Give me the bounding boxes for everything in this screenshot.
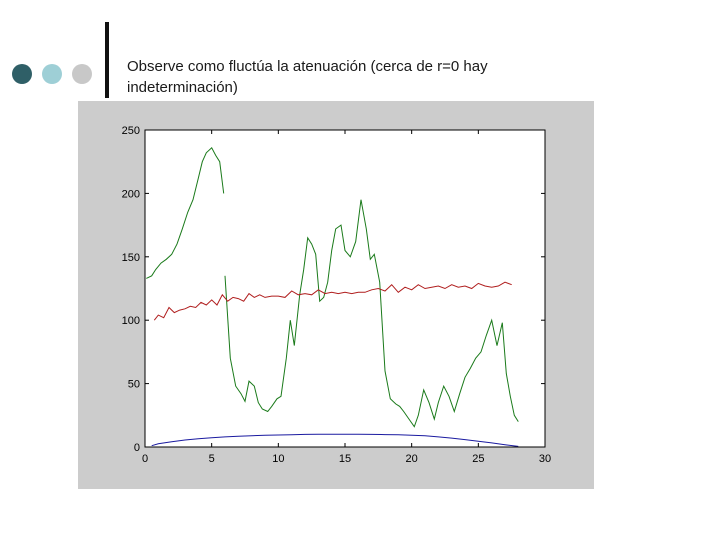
x-tick-label: 15 <box>339 453 351 465</box>
line-chart: 0 5 10 15 20 25 30 0 50 100 150 200 250 <box>78 101 594 489</box>
axes-background <box>145 130 545 447</box>
x-tick-label: 5 <box>209 453 215 465</box>
vertical-divider <box>105 22 109 98</box>
y-tick-label: 50 <box>128 379 140 391</box>
x-tick-label: 30 <box>539 453 551 465</box>
x-tick-label: 25 <box>472 453 484 465</box>
x-tick-label: 0 <box>142 453 148 465</box>
series-layer <box>146 146 519 447</box>
tick-layer: 0 5 10 15 20 25 30 0 50 100 150 200 250 <box>122 125 551 465</box>
bullet-dots <box>12 64 94 86</box>
slide-caption: Observe como fluctúa la atenuación (cerc… <box>127 58 488 96</box>
y-tick-label: 250 <box>122 125 140 137</box>
series-3-line <box>151 433 519 447</box>
x-tick-label: 10 <box>272 453 284 465</box>
x-tick-label: 20 <box>406 453 418 465</box>
bullet-dot-gray <box>72 64 92 84</box>
series-2-line-part-2 <box>153 281 512 321</box>
y-tick-label: 150 <box>122 252 140 264</box>
y-tick-label: 100 <box>122 315 140 327</box>
y-tick-label: 0 <box>134 442 140 454</box>
bullet-dot-light <box>42 64 62 84</box>
series-1-line-part-1 <box>146 146 225 279</box>
series-1-line-part-2 <box>224 199 519 428</box>
bullet-dot-dark <box>12 64 32 84</box>
chart-figure: 0 5 10 15 20 25 30 0 50 100 150 200 250 <box>78 101 594 489</box>
y-tick-label: 200 <box>122 188 140 200</box>
